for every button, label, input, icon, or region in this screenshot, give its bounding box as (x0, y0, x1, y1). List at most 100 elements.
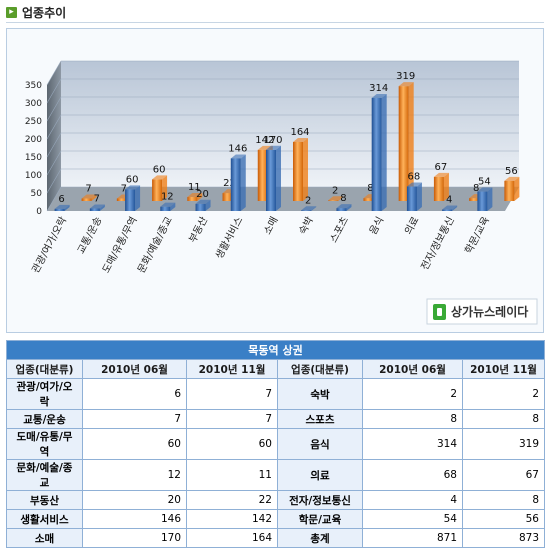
data-label: 22 (223, 178, 236, 189)
bar (406, 182, 422, 211)
table-row: 관광/여가/오락 6 7 숙박 2 2 (6, 378, 545, 410)
bar (371, 93, 387, 211)
value-cell: 22 (186, 490, 278, 510)
y-tick-label: 100 (25, 171, 42, 181)
category-cell: 생활서비스 (6, 509, 83, 529)
grid-line (46, 132, 62, 158)
data-label: 4 (446, 195, 452, 206)
bar-face (371, 97, 382, 211)
bar-wrap: 11 (187, 182, 203, 201)
bar (187, 193, 203, 201)
table-header-row: 업종(대분류) 2010년 06월 2010년 11월 업종(대분류) 2010년 06… (6, 359, 545, 379)
data-label: 319 (396, 71, 415, 82)
table-row: 문화/예술/종교 12 11 의료 68 67 (6, 459, 545, 491)
bar-top (230, 154, 246, 159)
column-header: 업종(대분류) (277, 359, 363, 379)
data-label: 8 (340, 193, 346, 204)
bar (152, 175, 168, 201)
grid-line (46, 186, 62, 212)
grid-line (46, 150, 62, 176)
bar-side (381, 93, 387, 211)
category-cell: 문화/예술/종교 (6, 459, 83, 491)
column-header: 2010년 06월 (362, 359, 463, 379)
bar (160, 202, 176, 211)
bar-face (398, 86, 409, 201)
x-tick-label: 생활서비스 (212, 214, 245, 261)
bar-side (311, 206, 317, 211)
x-tick-label: 스포츠 (328, 215, 352, 245)
bar-face (301, 210, 312, 211)
logo-mark (437, 308, 442, 316)
value-cell: 142 (186, 509, 278, 529)
x-tick-label: 학문/교육 (463, 215, 492, 256)
bar-top (89, 204, 105, 209)
category-cell: 숙박 (277, 378, 363, 410)
value-cell: 2 (362, 378, 463, 410)
bar-face (442, 209, 453, 211)
value-cell: 8 (362, 409, 463, 429)
data-table: 목동역 상권 업종(대분류) 2010년 06월 2010년 11월 업종(대분류) 2… (6, 340, 545, 548)
x-tick-label: 도매/유통/무역 (100, 215, 140, 275)
header-divider (6, 22, 544, 23)
bar-face (152, 179, 163, 201)
data-label: 164 (290, 127, 309, 138)
value-cell: 146 (82, 509, 187, 529)
value-cell: 873 (462, 528, 545, 548)
bar (301, 206, 317, 211)
value-cell: 7 (82, 409, 187, 429)
bar-wrap: 8 (336, 193, 352, 211)
chart-frame: 0 50 100 150 200 250 300 350 6 7 7 7 60 60 12 11 20 22 14… (6, 28, 544, 333)
category-cell: 부동산 (6, 490, 83, 510)
value-cell: 164 (186, 528, 278, 548)
bar (328, 196, 344, 201)
watermark-text: 상가뉴스레이다 (451, 304, 528, 319)
data-label: 56 (505, 166, 518, 177)
bar-side (452, 205, 458, 211)
data-label: 146 (228, 143, 247, 154)
bar-wrap: 146 (228, 143, 247, 211)
category-cell: 전자/정보통신 (277, 490, 363, 510)
data-label: 54 (478, 177, 491, 188)
bar (89, 204, 105, 211)
grid-line (46, 168, 62, 194)
category-cell: 총계 (277, 528, 363, 548)
bar (195, 199, 211, 211)
y-tick-label: 50 (31, 189, 43, 199)
data-label: 67 (435, 162, 448, 173)
y-axis: 0 50 100 150 200 250 300 350 (25, 81, 42, 217)
x-tick-label: 의료 (402, 215, 421, 237)
data-label: 11 (188, 182, 201, 193)
value-cell: 8 (462, 409, 545, 429)
data-label: 20 (196, 189, 209, 200)
grid-line (46, 96, 62, 122)
y-tick-label: 0 (36, 207, 42, 217)
value-cell: 68 (362, 459, 463, 491)
data-label: 8 (367, 183, 373, 194)
grid-line (46, 78, 62, 104)
bar-top (187, 193, 203, 198)
value-cell: 12 (82, 459, 187, 491)
bar-side (346, 204, 352, 211)
bar (266, 145, 281, 211)
bar (477, 187, 493, 211)
data-label: 7 (94, 193, 100, 204)
bar-face (266, 149, 276, 211)
y-tick-label: 250 (25, 117, 42, 127)
bar-wrap: 12 (160, 192, 176, 211)
value-cell: 67 (462, 459, 545, 491)
table-row: 도매/유통/무역 60 60 음식 314 319 (6, 428, 545, 460)
bar (293, 137, 308, 201)
bar (230, 154, 246, 211)
category-cell: 교통/운송 (6, 409, 83, 429)
bar-side (276, 145, 281, 211)
column-header: 2010년 11월 (186, 359, 278, 379)
value-cell: 319 (462, 428, 545, 460)
bar-side (240, 154, 246, 211)
y-tick-label: 200 (25, 135, 42, 145)
bar-side (162, 175, 168, 201)
value-cell: 871 (362, 528, 463, 548)
bar (125, 185, 141, 211)
bar-top (477, 187, 493, 192)
bar-wrap: 2 (328, 185, 344, 201)
page-title: 업종추이 (22, 5, 67, 20)
